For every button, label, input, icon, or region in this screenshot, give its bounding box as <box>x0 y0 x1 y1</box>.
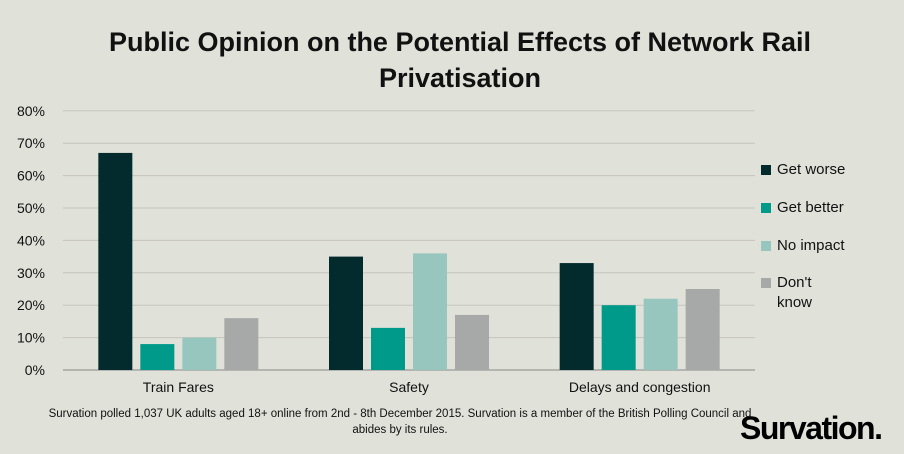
footnote: Survation polled 1,037 UK adults aged 18… <box>48 408 752 436</box>
y-tick-label: 50% <box>17 200 45 216</box>
legend-item: Don't know <box>761 273 827 313</box>
bar-no-impact <box>182 337 217 370</box>
bar-don-t-know <box>685 289 720 370</box>
x-tick-label: Train Fares <box>143 379 214 395</box>
legend-item: No impact <box>761 236 877 256</box>
legend-swatch <box>761 203 771 213</box>
bar-get-worse <box>98 152 133 370</box>
y-tick-label: 80% <box>17 103 45 119</box>
x-tick-label: Safety <box>389 379 429 395</box>
bar-no-impact <box>643 298 678 370</box>
y-tick-label: 70% <box>17 135 45 151</box>
legend-swatch <box>761 278 771 288</box>
y-tick-label: 10% <box>17 330 45 346</box>
bar-no-impact <box>413 253 447 370</box>
bar-get-better <box>140 344 175 370</box>
y-tick-label: 30% <box>17 265 45 281</box>
y-tick-label: 60% <box>17 168 45 184</box>
bar-get-better <box>371 327 405 370</box>
x-tick-label: Delays and congestion <box>569 379 711 395</box>
y-tick-label: 20% <box>17 297 45 313</box>
bar-don-t-know <box>455 314 489 370</box>
legend-label: Get worse <box>777 161 846 178</box>
legend-item: Get better <box>761 198 877 218</box>
legend-label: Get better <box>777 199 844 216</box>
bar-get-worse <box>559 263 594 370</box>
legend-swatch <box>761 165 771 175</box>
chart-title: Public Opinion on the Potential Effects … <box>108 27 812 93</box>
survation-logo: Survation. <box>740 410 883 446</box>
bar-get-worse <box>329 256 363 370</box>
legend-swatch <box>761 241 771 251</box>
legend-label: No impact <box>777 237 845 254</box>
legend-item: Get worse <box>761 160 877 180</box>
y-tick-label: 0% <box>25 362 45 378</box>
legend-label: Don't know <box>777 274 813 311</box>
y-tick-label: 40% <box>17 232 45 248</box>
bar-get-better <box>601 305 636 370</box>
bar-don-t-know <box>224 318 259 370</box>
